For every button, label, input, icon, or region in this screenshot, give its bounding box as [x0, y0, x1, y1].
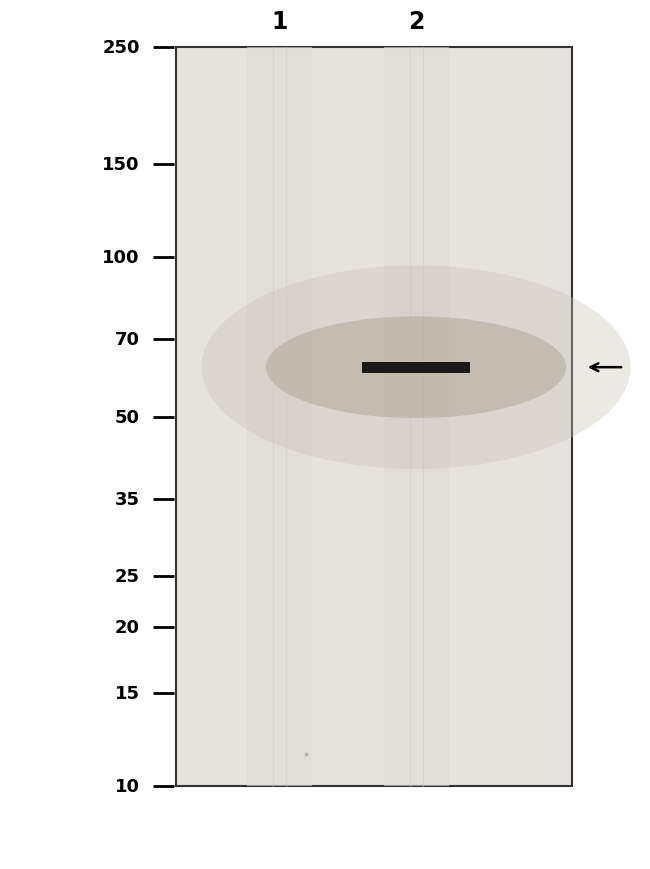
Text: 35: 35 [115, 490, 140, 508]
Text: 2: 2 [408, 10, 424, 34]
Bar [247, 48, 312, 786]
Text: 1: 1 [271, 10, 288, 34]
Bar [363, 362, 469, 374]
Text: 10: 10 [115, 778, 140, 795]
Text: 50: 50 [115, 408, 140, 426]
Text: 70: 70 [115, 331, 140, 348]
Text: 100: 100 [102, 249, 140, 267]
Text: 20: 20 [115, 619, 140, 636]
Bar [176, 48, 572, 786]
Bar [384, 48, 448, 786]
Text: 15: 15 [115, 685, 140, 702]
Ellipse shape [266, 317, 566, 419]
Text: 25: 25 [115, 567, 140, 585]
Ellipse shape [202, 266, 630, 469]
Text: 250: 250 [102, 39, 140, 56]
Text: 150: 150 [102, 156, 140, 174]
